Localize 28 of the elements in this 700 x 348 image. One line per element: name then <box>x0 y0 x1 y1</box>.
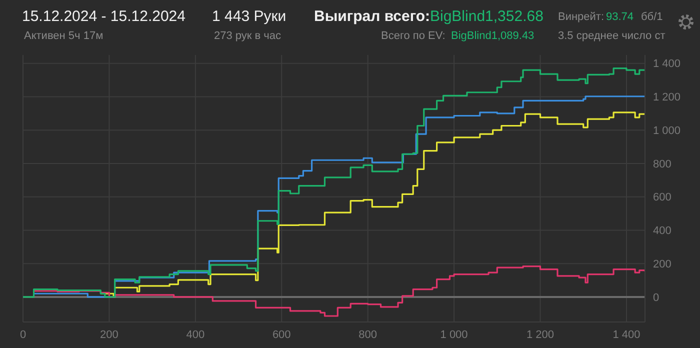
text: Всего по EV: <box>381 30 446 42</box>
text: 93.74 <box>606 11 634 23</box>
y-tick-label: 800 <box>653 158 672 170</box>
y-tick-label: 1 200 <box>653 92 681 104</box>
chart-title: 15.12.2024 - 15.12.2024 <box>22 8 186 25</box>
text: Винрейт: <box>558 11 604 23</box>
text: Выиграл всего: <box>314 8 430 25</box>
text: 1 443 Руки <box>212 8 286 25</box>
y-tick-label: 400 <box>653 225 672 238</box>
text: 3.5 среднее число ст <box>558 30 666 42</box>
x-tick-label: 200 <box>100 328 118 341</box>
y-tick-label: 1 400 <box>653 58 681 70</box>
y-tick-label: 0 <box>653 292 660 304</box>
y-tick-label: 200 <box>653 258 672 270</box>
y-tick-label: 600 <box>653 192 672 204</box>
y-tick-label: 1 000 <box>653 125 681 137</box>
x-tick-label: 800 <box>358 328 378 341</box>
text: BigBlind1,352.68 <box>430 8 544 25</box>
text: 273 рук в час <box>214 30 282 42</box>
x-tick-label: 600 <box>272 328 291 341</box>
x-tick-label: 1 000 <box>440 328 468 341</box>
x-tick-label: 1 200 <box>526 328 554 341</box>
x-tick-label: 1 400 <box>612 328 640 341</box>
x-tick-label: 400 <box>186 328 205 341</box>
text: Активен 5ч 17м <box>24 30 104 42</box>
text: BigBlind1,089.43 <box>451 30 534 42</box>
text: бб/1 <box>641 11 663 23</box>
x-tick-label: 0 <box>20 328 26 341</box>
